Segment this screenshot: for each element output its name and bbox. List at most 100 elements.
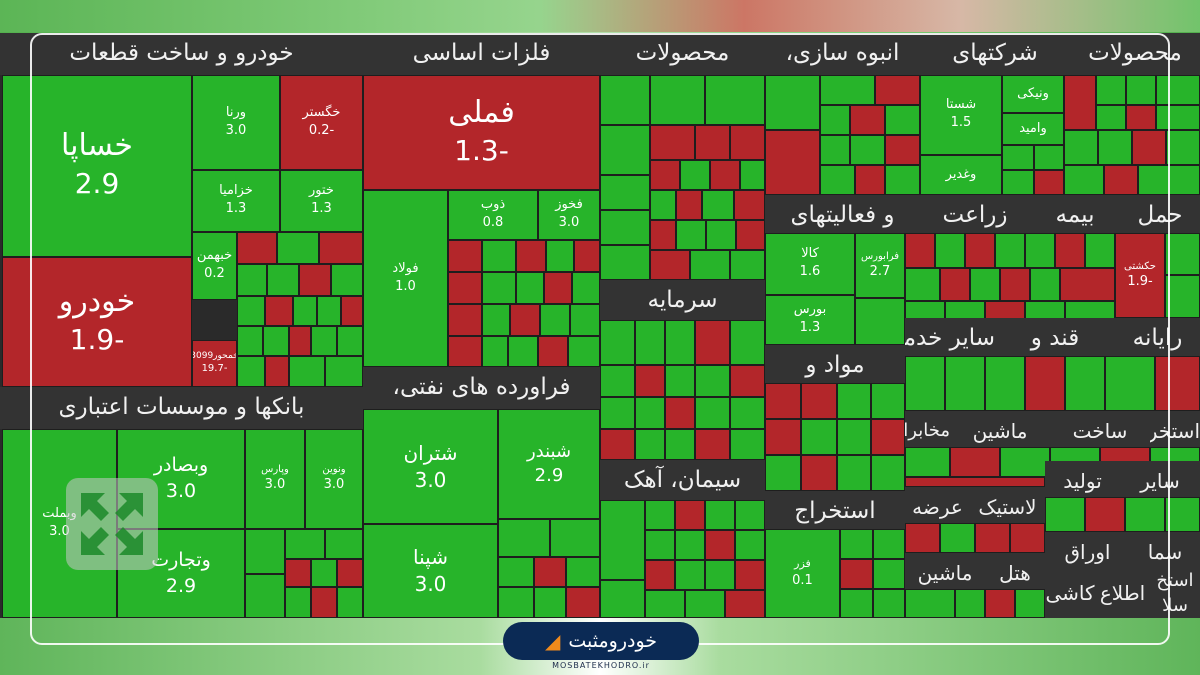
- mini-tile[interactable]: [820, 165, 855, 195]
- tile-khebahman[interactable]: خبهمن 0.2: [192, 232, 237, 300]
- mini-tile[interactable]: [645, 530, 675, 560]
- mini-tile[interactable]: [650, 190, 676, 220]
- mini-tile[interactable]: [1126, 75, 1156, 105]
- mini-tile[interactable]: [740, 160, 765, 190]
- mini-tile[interactable]: [1010, 523, 1045, 553]
- mini-tile[interactable]: [801, 455, 837, 491]
- mini-tile[interactable]: [1065, 356, 1105, 411]
- mini-tile[interactable]: [635, 397, 665, 429]
- mini-tile[interactable]: [1025, 356, 1065, 411]
- tile-vamid[interactable]: وامید: [1002, 113, 1064, 145]
- mini-tile[interactable]: [710, 160, 740, 190]
- mini-tile[interactable]: [1034, 170, 1064, 195]
- tile-boors[interactable]: بورس 1.3: [765, 295, 855, 345]
- mini-tile[interactable]: [570, 304, 600, 336]
- mini-tile[interactable]: [801, 419, 837, 455]
- mini-tile[interactable]: [1025, 233, 1055, 268]
- mini-tile[interactable]: [600, 429, 635, 460]
- mini-tile[interactable]: [265, 356, 289, 387]
- mini-tile[interactable]: [1138, 165, 1200, 195]
- mini-tile[interactable]: [566, 557, 600, 587]
- mini-tile[interactable]: [905, 447, 950, 477]
- mini-tile[interactable]: [955, 589, 985, 618]
- tile-zob[interactable]: ذوب 0.8: [448, 190, 538, 240]
- mini-tile[interactable]: [855, 165, 885, 195]
- mini-tile[interactable]: [546, 240, 574, 272]
- mini-tile[interactable]: [765, 130, 820, 195]
- mini-tile[interactable]: [820, 105, 850, 135]
- mini-tile[interactable]: [1155, 356, 1200, 411]
- mini-tile[interactable]: [245, 574, 285, 618]
- mini-tile[interactable]: [850, 135, 885, 165]
- mini-tile[interactable]: [267, 264, 299, 296]
- mini-tile[interactable]: [245, 529, 285, 574]
- tile-faraboors[interactable]: فرابورس 2.7: [855, 233, 905, 298]
- mini-tile[interactable]: [289, 326, 311, 356]
- mini-tile[interactable]: [1064, 75, 1096, 130]
- mini-tile[interactable]: [905, 477, 1045, 487]
- tile-khesapa[interactable]: خساپا 2.9: [2, 75, 192, 257]
- mini-tile[interactable]: [1126, 105, 1156, 130]
- mini-tile[interactable]: [1096, 75, 1126, 105]
- mini-tile[interactable]: [566, 587, 600, 618]
- mini-tile[interactable]: [1165, 275, 1200, 318]
- tile-shasta[interactable]: شستا 1.5: [920, 75, 1002, 155]
- mini-tile[interactable]: [482, 336, 508, 367]
- tile-fazar[interactable]: فزر 0.1: [765, 529, 840, 618]
- mini-tile[interactable]: [600, 125, 650, 175]
- mini-tile[interactable]: [995, 233, 1025, 268]
- mini-tile[interactable]: [1045, 497, 1085, 532]
- mini-tile[interactable]: [837, 455, 871, 491]
- mini-tile[interactable]: [820, 75, 875, 105]
- mini-tile[interactable]: [736, 220, 765, 250]
- mini-tile[interactable]: [905, 589, 955, 618]
- mini-tile[interactable]: [840, 589, 873, 618]
- tile-khodro[interactable]: خودرو 1.9-: [2, 257, 192, 387]
- tile-khegostar[interactable]: خگستر 0.2-: [280, 75, 363, 170]
- mini-tile[interactable]: [940, 523, 975, 553]
- mini-tile[interactable]: [516, 240, 546, 272]
- mini-tile[interactable]: [650, 220, 676, 250]
- mini-tile[interactable]: [680, 160, 710, 190]
- mini-tile[interactable]: [705, 500, 735, 530]
- mini-tile[interactable]: [1098, 130, 1132, 165]
- mini-tile[interactable]: [706, 220, 736, 250]
- mini-tile[interactable]: [544, 272, 572, 304]
- tile-shepna[interactable]: شپنا 3.0: [363, 524, 498, 618]
- mini-tile[interactable]: [325, 356, 363, 387]
- mini-tile[interactable]: [650, 75, 705, 125]
- mini-tile[interactable]: [331, 264, 363, 296]
- tile-vaghadir[interactable]: وغدیر: [920, 155, 1002, 195]
- mini-tile[interactable]: [1064, 165, 1104, 195]
- mini-tile[interactable]: [905, 233, 935, 268]
- mini-tile[interactable]: [574, 240, 600, 272]
- mini-tile[interactable]: [875, 75, 920, 105]
- mini-tile[interactable]: [705, 75, 765, 125]
- mini-tile[interactable]: [311, 326, 337, 356]
- mini-tile[interactable]: [337, 559, 363, 587]
- mini-tile[interactable]: [293, 296, 317, 326]
- mini-tile[interactable]: [285, 587, 311, 618]
- mini-tile[interactable]: [1055, 233, 1085, 268]
- mini-tile[interactable]: [650, 160, 680, 190]
- tile-varna[interactable]: ورنا 3.0: [192, 75, 280, 170]
- mini-tile[interactable]: [871, 383, 905, 419]
- mini-tile[interactable]: [940, 268, 970, 301]
- mini-tile[interactable]: [945, 356, 985, 411]
- mini-tile[interactable]: [498, 587, 534, 618]
- mini-tile[interactable]: [730, 429, 765, 460]
- mini-tile[interactable]: [1165, 497, 1200, 532]
- mini-tile[interactable]: [1034, 145, 1064, 170]
- mini-tile[interactable]: [1132, 130, 1166, 165]
- tile-vanovin[interactable]: ونوین 3.0: [305, 429, 363, 529]
- mini-tile[interactable]: [665, 320, 695, 365]
- mini-tile[interactable]: [820, 135, 850, 165]
- mini-tile[interactable]: [837, 419, 871, 455]
- mini-tile[interactable]: [1030, 268, 1060, 301]
- mini-tile[interactable]: [665, 429, 695, 460]
- mini-tile[interactable]: [905, 356, 945, 411]
- mini-tile[interactable]: [482, 240, 516, 272]
- mini-tile[interactable]: [645, 590, 685, 618]
- mini-tile[interactable]: [650, 125, 695, 160]
- mini-tile[interactable]: [871, 419, 905, 455]
